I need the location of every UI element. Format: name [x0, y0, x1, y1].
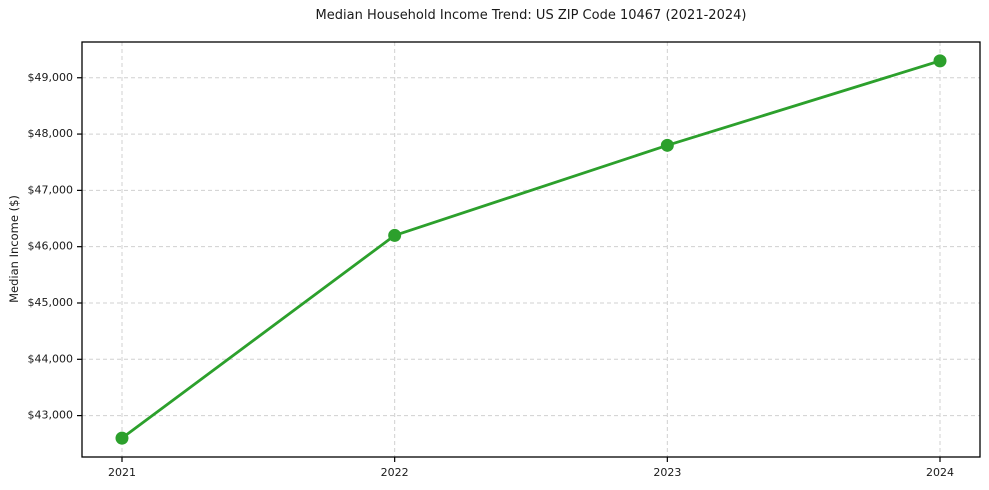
x-tick-label: 2024: [926, 466, 954, 479]
data-point-marker: [933, 54, 947, 68]
y-tick-label: $47,000: [28, 183, 74, 196]
x-tick-label: 2022: [381, 466, 409, 479]
spine-layer: [81, 41, 981, 458]
y-tick-label: $49,000: [28, 71, 74, 84]
y-tick-label: $44,000: [28, 352, 74, 365]
y-tick-label: $45,000: [28, 296, 74, 309]
x-tick-label: 2023: [653, 466, 681, 479]
x-tick-label: 2021: [108, 466, 136, 479]
data-point-marker: [115, 431, 129, 445]
y-tick-label: $43,000: [28, 409, 74, 422]
y-tick-label: $46,000: [28, 240, 74, 253]
y-tick-label: $48,000: [28, 127, 74, 140]
series-layer: [115, 54, 947, 445]
trend-line: [120, 59, 942, 440]
chart-title: Median Household Income Trend: US ZIP Co…: [315, 8, 747, 23]
data-point-marker: [388, 228, 402, 242]
plot-border: [81, 41, 981, 458]
data-point-marker: [660, 138, 674, 152]
grid-layer: [82, 42, 980, 457]
tick-layer: $43,000 $44,000 $45,000 $46,000 $47,000 $48,0…: [28, 71, 955, 479]
